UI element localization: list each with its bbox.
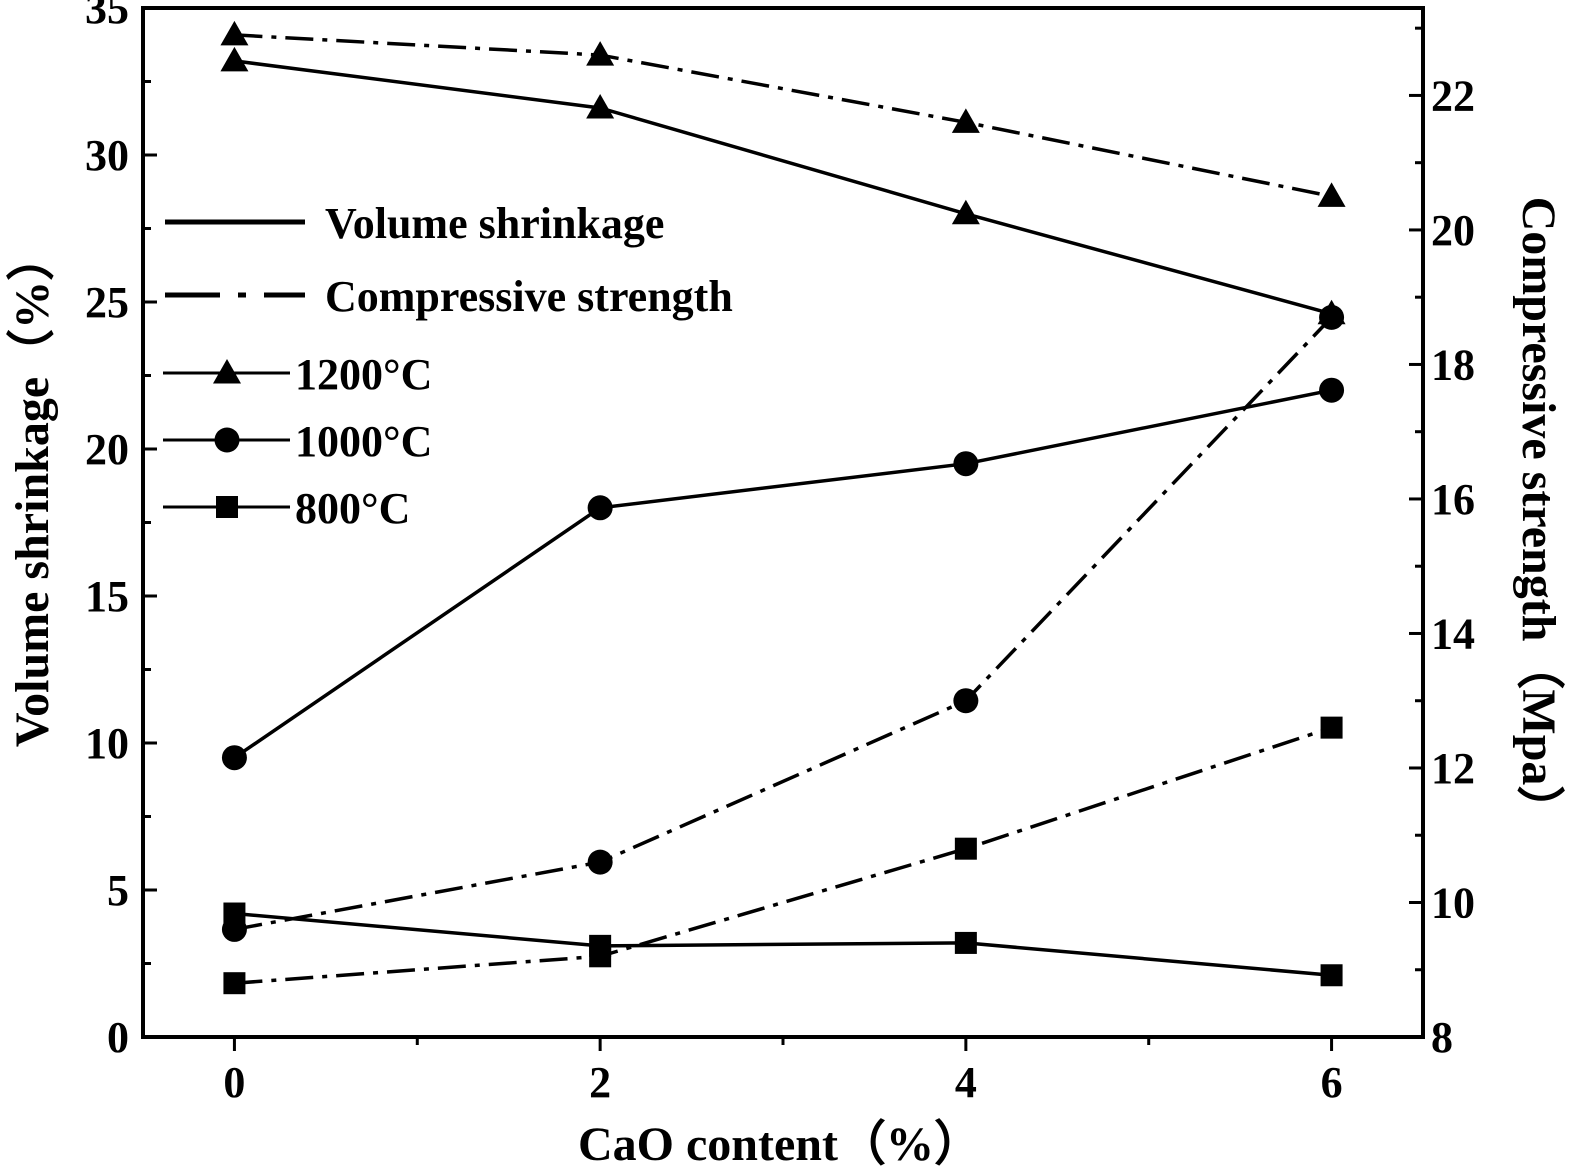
right-y-tick-label: 22	[1431, 71, 1475, 120]
data-point	[1319, 304, 1345, 330]
data-point	[221, 916, 247, 942]
data-point	[951, 108, 980, 133]
x-tick-label: 6	[1321, 1058, 1343, 1107]
legend-label: Volume shrinkage	[325, 199, 664, 248]
left-y-tick-label: 10	[85, 719, 129, 768]
data-point	[586, 93, 615, 119]
legend-marker	[214, 427, 240, 453]
data-point	[953, 451, 979, 477]
series-line	[234, 911, 1332, 978]
left-y-tick-label: 15	[85, 572, 129, 621]
series-volume-shrinkage-800	[223, 902, 1343, 987]
legend-entry: 800°C	[163, 484, 410, 533]
legend-label: 800°C	[295, 484, 410, 533]
data-point	[953, 688, 979, 714]
left-y-axis-title: Volume shrinkage（%）	[6, 233, 59, 747]
data-point	[954, 931, 977, 954]
legend-label: 1200°C	[295, 350, 432, 399]
right-y-tick-label: 16	[1431, 475, 1475, 524]
left-y-tick-label: 20	[85, 425, 129, 474]
x-axis-title: CaO content（%）	[578, 1118, 982, 1171]
data-point	[1317, 182, 1346, 207]
data-point	[221, 745, 247, 771]
left-y-tick-label: 0	[107, 1013, 129, 1062]
series-compressive-strength-1200	[220, 20, 1346, 207]
series-line	[233, 388, 1332, 760]
series-line	[234, 59, 1333, 316]
legend: Volume shrinkage Compressive strength 1200…	[163, 199, 733, 533]
x-tick-label: 4	[955, 1058, 977, 1107]
right-y-tick-label: 8	[1431, 1013, 1453, 1062]
left-y-tick-label: 35	[85, 0, 129, 33]
right-y-tick-label: 10	[1431, 878, 1475, 927]
x-tick-label: 2	[589, 1058, 611, 1107]
data-point	[223, 972, 246, 995]
left-y-tick-label: 30	[85, 131, 129, 180]
right-y-tick-label: 12	[1431, 744, 1475, 793]
left-y-tick-label: 25	[85, 278, 129, 327]
series-compressive-strength-800	[223, 716, 1343, 995]
legend-marker	[213, 359, 241, 384]
legend-entry: Volume shrinkage	[165, 199, 664, 248]
legend-entry: 1000°C	[163, 417, 432, 466]
series-compressive-strength-1000	[221, 304, 1345, 942]
series-line	[234, 725, 1333, 985]
legend-marker	[216, 496, 238, 518]
series-line	[234, 316, 1333, 932]
legend-label: Compressive strength	[325, 272, 733, 321]
data-point	[1319, 377, 1345, 403]
data-point	[589, 945, 612, 968]
data-point	[586, 41, 615, 66]
legend-entry: Compressive strength	[165, 272, 733, 321]
data-point	[1320, 964, 1343, 987]
right-y-axis-title: Compressive strength（Mpa）	[1512, 197, 1565, 834]
right-y-tick-label: 14	[1431, 609, 1475, 658]
data-point	[1320, 716, 1343, 739]
left-y-tick-label: 5	[107, 866, 129, 915]
legend-entry: 1200°C	[163, 350, 432, 399]
data-point	[587, 495, 613, 521]
x-tick-label: 0	[223, 1058, 245, 1107]
data-point	[220, 46, 249, 72]
data-point	[220, 20, 249, 46]
data-point	[587, 849, 613, 875]
data-point	[954, 837, 977, 860]
right-y-tick-label: 18	[1431, 340, 1475, 389]
legend-label: 1000°C	[295, 417, 432, 466]
right-y-tick-label: 20	[1431, 206, 1475, 255]
series-line	[234, 33, 1332, 199]
data-point	[951, 199, 980, 225]
series-volume-shrinkage-1000	[221, 377, 1345, 771]
